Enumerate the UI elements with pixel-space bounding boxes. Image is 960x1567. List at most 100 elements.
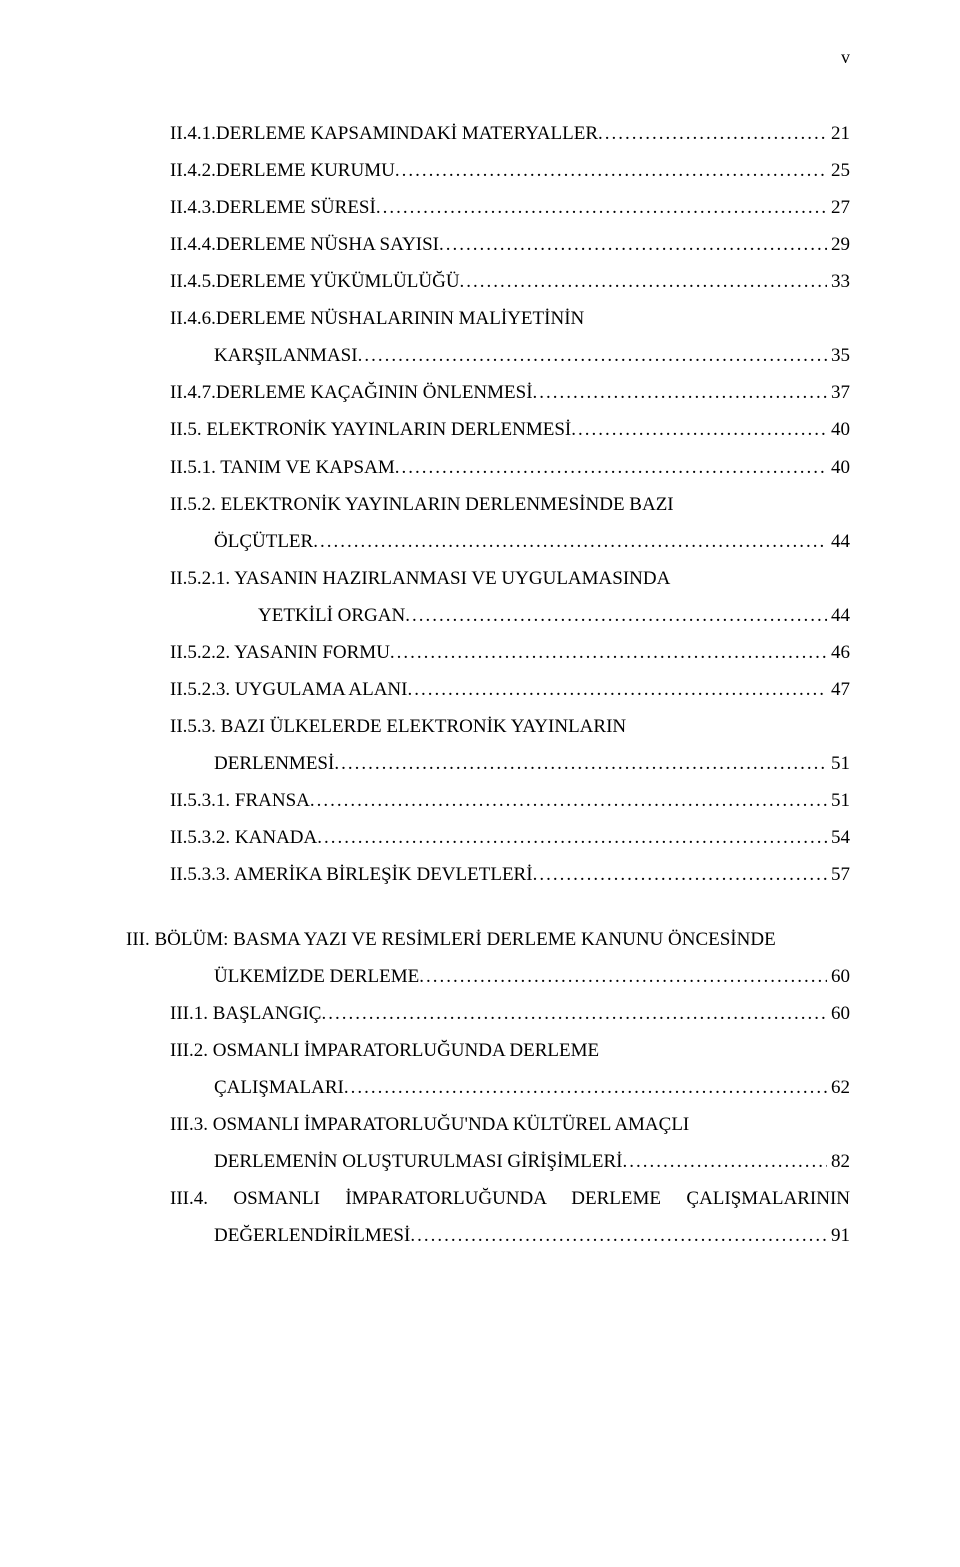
toc-page-ref: 46 [827, 634, 850, 671]
toc-entry-continuation: KARŞILANMASI 35 [170, 337, 850, 374]
toc-label: III.3. OSMANLI İMPARATORLUĞU'NDA KÜLTÜRE… [170, 1114, 689, 1135]
toc-leader [310, 782, 827, 819]
toc-label: II.5.2.1. YASANIN HAZIRLANMASI VE UYGULA… [170, 568, 670, 589]
toc-page-ref: 25 [827, 152, 850, 189]
toc-leader [439, 226, 827, 263]
toc-leader [460, 263, 827, 300]
toc-entry-continuation: ÜLKEMİZDE DERLEME 60 [170, 958, 850, 995]
toc-entry-continuation: YETKİLİ ORGAN 44 [170, 597, 850, 634]
page-number: v [170, 40, 850, 75]
toc-leader [571, 411, 827, 448]
toc-page-ref: 51 [827, 782, 850, 819]
toc-page-ref: 44 [827, 523, 850, 560]
toc-entry-continuation: DEĞERLENDİRİLMESİ 91 [170, 1217, 850, 1254]
toc-entry: III. BÖLÜM: BASMA YAZI VE RESİMLERİ DERL… [126, 921, 850, 958]
toc-entry: II.5. ELEKTRONİK YAYINLARIN DERLENMESİ 4… [170, 411, 850, 448]
toc-leader [533, 856, 827, 893]
toc-label: II.5. ELEKTRONİK YAYINLARIN DERLENMESİ [170, 411, 571, 448]
toc-label: ÖLÇÜTLER [214, 523, 313, 560]
toc-page-ref: 60 [827, 995, 850, 1032]
toc-page-ref: 82 [827, 1143, 850, 1180]
toc-label: DERLEMENİN OLUŞTURULMASI GİRİŞİMLERİ [214, 1143, 622, 1180]
toc-page-ref: 27 [827, 189, 850, 226]
toc-entry: II.4.7.DERLEME KAÇAĞININ ÖNLENMESİ 37 [170, 374, 850, 411]
toc-label: II.4.2.DERLEME KURUMU [170, 152, 395, 189]
toc-entry: II.5.1. TANIM VE KAPSAM 40 [170, 449, 850, 486]
toc-label: II.5.1. TANIM VE KAPSAM [170, 449, 395, 486]
toc-entry: II.4.1.DERLEME KAPSAMINDAKİ MATERYALLER … [170, 115, 850, 152]
toc-label: KARŞILANMASI [214, 337, 358, 374]
toc-label: II.5.3.2. KANADA [170, 819, 317, 856]
toc-leader [390, 634, 827, 671]
toc-page-ref: 35 [827, 337, 850, 374]
toc-leader [410, 1217, 827, 1254]
toc-page-ref: 54 [827, 819, 850, 856]
toc-leader [419, 958, 827, 995]
toc-label: II.5.3.3. AMERİKA BİRLEŞİK DEVLETLERİ [170, 856, 533, 893]
toc-label: II.5.2.3. UYGULAMA ALANI [170, 671, 407, 708]
toc-label: II.4.5.DERLEME YÜKÜMLÜLÜĞÜ [170, 263, 460, 300]
toc-entry-continuation: DERLENMESİ 51 [170, 745, 850, 782]
toc-entry: II.5.3.3. AMERİKA BİRLEŞİK DEVLETLERİ 57 [170, 856, 850, 893]
toc-label: II.5.2. ELEKTRONİK YAYINLARIN DERLENMESİ… [170, 494, 674, 515]
toc-leader [344, 1069, 827, 1106]
toc-leader [358, 337, 827, 374]
toc-entry: II.5.2.1. YASANIN HAZIRLANMASI VE UYGULA… [170, 560, 850, 597]
toc-page-ref: 40 [827, 411, 850, 448]
toc-entry: II.5.3.2. KANADA 54 [170, 819, 850, 856]
toc-label: ÜLKEMİZDE DERLEME [214, 958, 419, 995]
toc-entry-continuation: DERLEMENİN OLUŞTURULMASI GİRİŞİMLERİ 82 [170, 1143, 850, 1180]
toc-label: YETKİLİ ORGAN [258, 597, 405, 634]
toc-leader [407, 671, 827, 708]
toc-leader [317, 819, 827, 856]
toc-entry: II.5.3.1. FRANSA 51 [170, 782, 850, 819]
toc-entry: II.5.2. ELEKTRONİK YAYINLARIN DERLENMESİ… [170, 486, 850, 523]
toc-leader [313, 523, 827, 560]
toc-entry: II.4.4.DERLEME NÜSHA SAYISI 29 [170, 226, 850, 263]
toc-page-ref: 57 [827, 856, 850, 893]
toc-page-ref: 40 [827, 449, 850, 486]
toc-label: II.4.3.DERLEME SÜRESİ [170, 189, 376, 226]
toc-leader [405, 597, 827, 634]
toc-entry: II.5.2.3. UYGULAMA ALANI 47 [170, 671, 850, 708]
toc-leader [334, 745, 827, 782]
toc-entry: II.4.6.DERLEME NÜSHALARININ MALİYETİNİN [170, 300, 850, 337]
toc-page-ref: 62 [827, 1069, 850, 1106]
toc-label: II.5.3.1. FRANSA [170, 782, 310, 819]
toc-page-ref: 51 [827, 745, 850, 782]
toc-label: DEĞERLENDİRİLMESİ [214, 1217, 410, 1254]
toc-entry: II.4.3.DERLEME SÜRESİ 27 [170, 189, 850, 226]
toc-label: II.4.1.DERLEME KAPSAMINDAKİ MATERYALLER [170, 115, 598, 152]
toc-entry: III.2. OSMANLI İMPARATORLUĞUNDA DERLEME [170, 1032, 850, 1069]
toc-entry: II.4.5.DERLEME YÜKÜMLÜLÜĞÜ 33 [170, 263, 850, 300]
toc-label: DERLENMESİ [214, 745, 334, 782]
toc-page-ref: 33 [827, 263, 850, 300]
toc-leader [533, 374, 827, 411]
toc-page-ref: 37 [827, 374, 850, 411]
toc-label: III.1. BAŞLANGIÇ [170, 995, 321, 1032]
toc-label: III.4. OSMANLI İMPARATORLUĞUNDA DERLEME … [170, 1188, 850, 1209]
toc-label: III.2. OSMANLI İMPARATORLUĞUNDA DERLEME [170, 1040, 599, 1061]
toc-label: II.4.4.DERLEME NÜSHA SAYISI [170, 226, 439, 263]
toc-entry-continuation: ÖLÇÜTLER 44 [170, 523, 850, 560]
toc-label: II.4.6.DERLEME NÜSHALARININ MALİYETİNİN [170, 308, 584, 329]
toc-page-ref: 29 [827, 226, 850, 263]
toc-entry: II.5.3. BAZI ÜLKELERDE ELEKTRONİK YAYINL… [170, 708, 850, 745]
toc-entry: III.3. OSMANLI İMPARATORLUĞU'NDA KÜLTÜRE… [170, 1106, 850, 1143]
toc-entry: III.4. OSMANLI İMPARATORLUĞUNDA DERLEME … [170, 1180, 850, 1217]
toc-page-ref: 44 [827, 597, 850, 634]
toc-entry-continuation: ÇALIŞMALARI 62 [170, 1069, 850, 1106]
toc-leader [321, 995, 827, 1032]
toc-entry: II.5.2.2. YASANIN FORMU 46 [170, 634, 850, 671]
toc-leader [395, 152, 827, 189]
toc-leader [376, 189, 827, 226]
toc-label: III. BÖLÜM: BASMA YAZI VE RESİMLERİ DERL… [126, 929, 776, 950]
toc-page-ref: 91 [827, 1217, 850, 1254]
toc-entry: III.1. BAŞLANGIÇ 60 [170, 995, 850, 1032]
document-page: v II.4.1.DERLEME KAPSAMINDAKİ MATERYALLE… [0, 0, 960, 1315]
toc-label: II.5.3. BAZI ÜLKELERDE ELEKTRONİK YAYINL… [170, 716, 626, 737]
toc-page-ref: 60 [827, 958, 850, 995]
toc-leader [622, 1143, 827, 1180]
toc-leader [598, 115, 827, 152]
toc-leader [395, 449, 827, 486]
